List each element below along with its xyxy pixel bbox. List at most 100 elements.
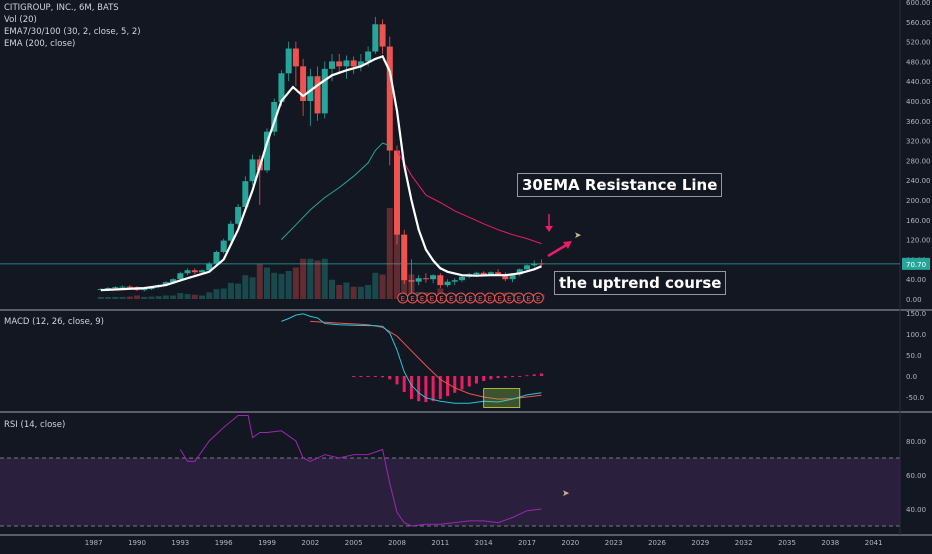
candle-body	[350, 60, 357, 67]
volume-bar	[307, 258, 314, 299]
candle-body	[408, 280, 415, 282]
macd-tick-label: 50.0	[906, 352, 922, 360]
candle-body	[495, 272, 502, 275]
rsi-tick-label: 40.00	[906, 506, 926, 514]
macd-histogram-bar	[381, 376, 385, 378]
time-tick-label: 2017	[518, 539, 536, 547]
uptrend-arrow-head	[563, 241, 572, 249]
candle-body	[538, 263, 545, 265]
volume-bar	[177, 293, 184, 299]
price-tick-label: 440.00	[906, 78, 931, 86]
time-tick-label: 2032	[735, 539, 753, 547]
price-tick-label: 480.00	[906, 58, 931, 66]
uptrend-annotation[interactable]: the uptrend course	[554, 271, 727, 295]
candle-body	[524, 265, 530, 270]
candle-body	[264, 131, 270, 171]
volume-legend[interactable]: Vol (20)	[4, 15, 37, 25]
macd-histogram-bar	[417, 376, 421, 402]
candle-body	[401, 234, 408, 281]
volume-bar	[191, 294, 198, 299]
macd-histogram-bar	[539, 373, 543, 376]
ema30-line	[100, 55, 542, 292]
volume-bar	[119, 296, 126, 299]
time-tick-label: 1999	[258, 539, 276, 547]
volume-bar	[126, 296, 133, 299]
price-tick-label: 40.00	[906, 276, 926, 284]
candle-body	[473, 272, 480, 275]
macd-histogram-bar	[525, 375, 529, 377]
candle-body	[235, 206, 242, 224]
volume-bar	[394, 229, 400, 299]
price-tick-label: 360.00	[906, 118, 931, 126]
macd-histogram-bar	[511, 376, 515, 377]
macd-histogram-bar	[532, 374, 536, 376]
candle-body	[170, 279, 177, 283]
candle-body	[451, 280, 458, 282]
candle-body	[430, 275, 437, 280]
resistance-annotation[interactable]: 30EMA Resistance Line	[517, 173, 723, 197]
earnings-marker-label: E	[478, 295, 482, 303]
candle-body	[329, 61, 335, 69]
candle-body	[119, 286, 126, 288]
macd-histogram-bar	[424, 376, 428, 403]
ema-long-line	[281, 142, 390, 240]
macd-histogram-bar	[373, 376, 377, 377]
price-tick-label: 320.00	[906, 138, 931, 146]
volume-bar	[314, 260, 321, 299]
volume-bar	[97, 297, 104, 299]
volume-bar	[242, 275, 249, 299]
candle-body	[213, 251, 220, 264]
candle-body	[285, 48, 292, 74]
crossover-highlight	[483, 388, 521, 408]
macd-histogram-bar	[518, 376, 522, 377]
candle-body	[343, 60, 350, 67]
volume-bar	[271, 272, 278, 299]
symbol-legend[interactable]: CITIGROUP, INC., 6M, BATS	[4, 3, 119, 13]
earnings-marker-label: E	[401, 295, 405, 303]
price-tick-label: 120.00	[906, 237, 931, 245]
ema-combo-legend[interactable]: EMA7/30/100 (30, 2, close, 5, 2)	[4, 27, 141, 37]
volume-bar	[162, 295, 169, 299]
rsi-legend[interactable]: RSI (14, close)	[4, 420, 66, 430]
time-tick-label: 2014	[475, 539, 493, 547]
volume-bar	[235, 283, 242, 299]
macd-histogram-bar	[489, 376, 493, 380]
time-tick-label: 2026	[648, 539, 666, 547]
macd-signal-line	[310, 320, 542, 400]
time-tick-label: 2023	[605, 539, 623, 547]
macd-histogram-bar	[446, 376, 450, 397]
volume-bar	[134, 295, 140, 299]
volume-bar	[199, 295, 205, 299]
candle-body	[372, 24, 379, 52]
volume-bar	[329, 279, 335, 299]
price-tick-label: 200.00	[906, 197, 931, 205]
volume-bar	[379, 274, 386, 299]
volume-bar	[148, 296, 155, 299]
volume-bar	[249, 277, 256, 299]
candle-body	[242, 181, 249, 207]
candle-body	[394, 150, 400, 235]
candle-body	[444, 281, 451, 286]
candle-body	[357, 61, 364, 67]
candle-body	[105, 288, 112, 290]
candle-body	[278, 73, 285, 102]
ema200-legend[interactable]: EMA (200, close)	[4, 39, 76, 49]
candle-body	[249, 159, 256, 182]
macd-legend[interactable]: MACD (12, 26, close, 9)	[4, 317, 104, 327]
candle-body	[422, 278, 429, 280]
volume-bar	[227, 282, 234, 299]
macd-histogram-bar	[409, 376, 413, 400]
candle-body	[199, 270, 205, 273]
candle-body	[386, 46, 393, 151]
ema100-line	[396, 150, 542, 245]
volume-bar	[336, 285, 343, 299]
volume-bar	[343, 282, 350, 299]
candle-body	[516, 269, 523, 275]
macd-tick-label: 0.0	[906, 373, 917, 381]
price-tick-label: 600.00	[906, 0, 931, 7]
macd-histogram-bar	[496, 376, 500, 379]
time-tick-label: 2002	[301, 539, 319, 547]
price-tick-label: 560.00	[906, 19, 931, 27]
